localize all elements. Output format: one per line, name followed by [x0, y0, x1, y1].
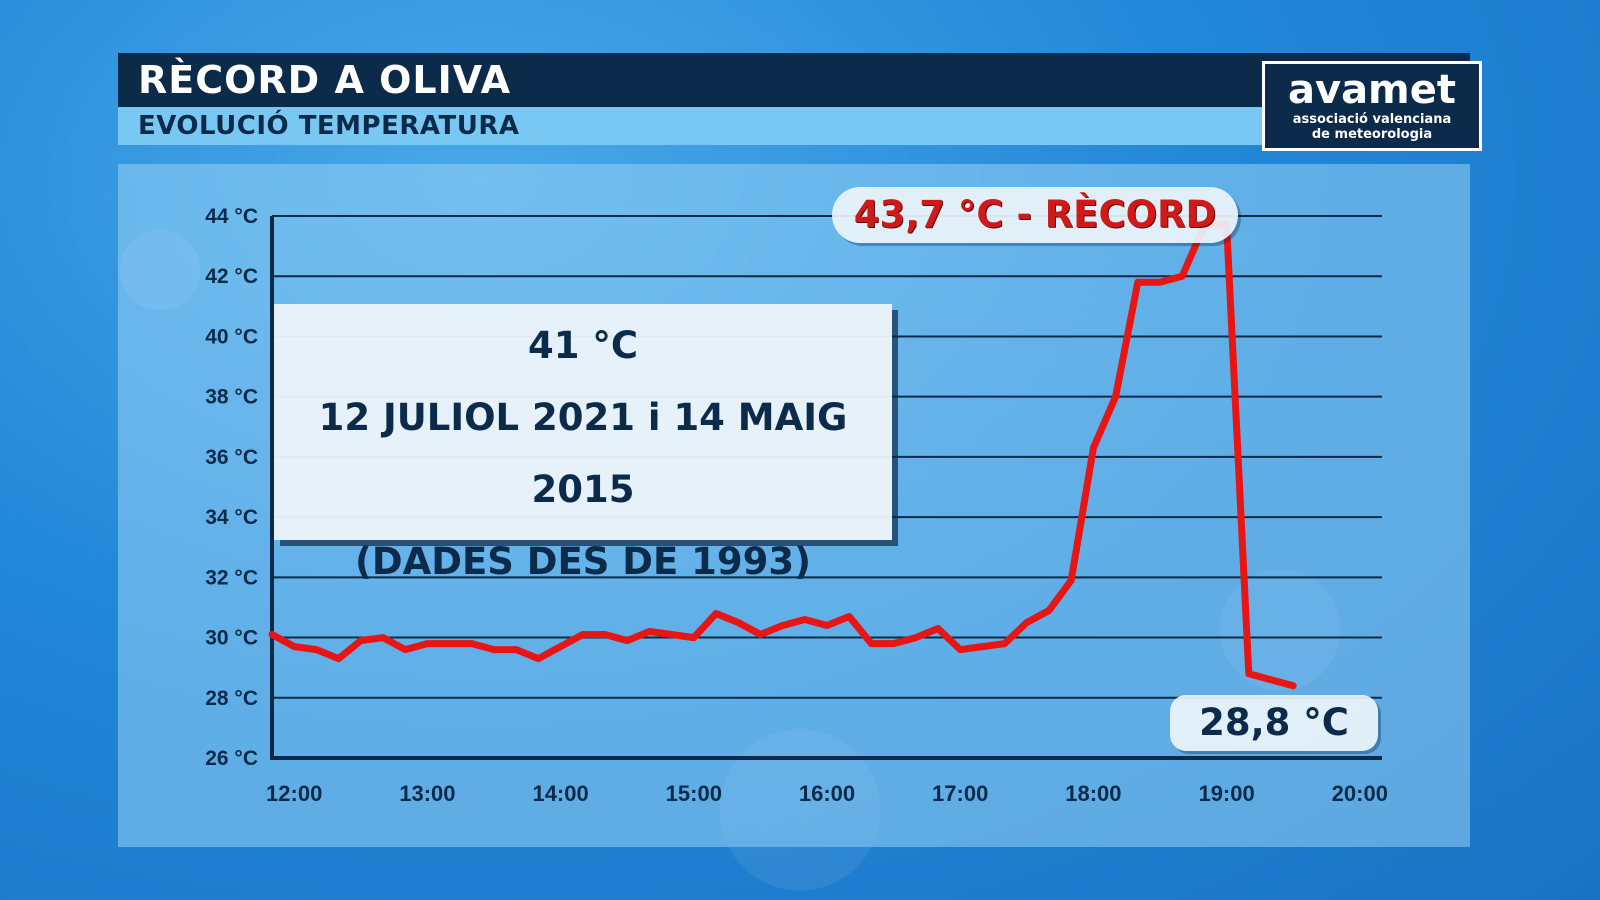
y-tick-label: 42 °C	[205, 265, 258, 288]
info-box: 41 °C 12 JULIOL 2021 i 14 MAIG 2015 (DAD…	[274, 304, 892, 583]
y-tick-label: 32 °C	[205, 566, 258, 589]
x-tick-label: 15:00	[666, 781, 722, 806]
title-bar	[118, 53, 1470, 107]
y-tick-label: 40 °C	[205, 325, 258, 348]
axis-layer	[270, 216, 1382, 760]
logo-line-2: de meteorologia	[1311, 127, 1433, 142]
x-tick-label: 19:00	[1198, 781, 1254, 806]
previous-record-dates: 12 JULIOL 2021 i 14 MAIG 2015	[318, 396, 848, 511]
data-since-note: (DADES DES DE 1993)	[354, 540, 812, 583]
end-value-callout: 28,8 °C	[1170, 695, 1378, 751]
y-tick-label: 34 °C	[205, 506, 258, 529]
page-title: RÈCORD A OLIVA	[138, 58, 511, 102]
temperature-series-line	[268, 221, 1297, 690]
tick-layer: 26 °C 28 °C 30 °C 32 °C 34 °C 36 °C 38 °C 40 °C…	[205, 205, 1388, 806]
x-tick-label: 16:00	[799, 781, 855, 806]
logo-line-1: associació valenciana	[1292, 112, 1452, 127]
y-tick-label: 44 °C	[205, 205, 258, 228]
y-tick-label: 28 °C	[205, 687, 258, 710]
y-tick-label: 26 °C	[205, 747, 258, 770]
page-subtitle: EVOLUCIÓ TEMPERATURA	[138, 111, 520, 141]
record-callout: 43,7 °C - RÈCORD	[832, 187, 1238, 243]
logo-name: avamet	[1288, 67, 1456, 113]
x-tick-label: 13:00	[399, 781, 455, 806]
avamet-logo: avamet associació valenciana de meteorol…	[1262, 61, 1482, 151]
previous-record-value: 41 °C	[527, 324, 639, 367]
x-tick-label: 14:00	[532, 781, 588, 806]
x-tick-label: 17:00	[932, 781, 988, 806]
y-tick-label: 38 °C	[205, 386, 258, 409]
line-layer	[268, 221, 1297, 690]
x-tick-label: 18:00	[1065, 781, 1121, 806]
y-tick-label: 30 °C	[205, 627, 258, 650]
x-tick-label: 20:00	[1332, 781, 1388, 806]
y-tick-label: 36 °C	[205, 446, 258, 469]
subtitle-bar	[118, 107, 1470, 145]
x-tick-label: 12:00	[266, 781, 322, 806]
